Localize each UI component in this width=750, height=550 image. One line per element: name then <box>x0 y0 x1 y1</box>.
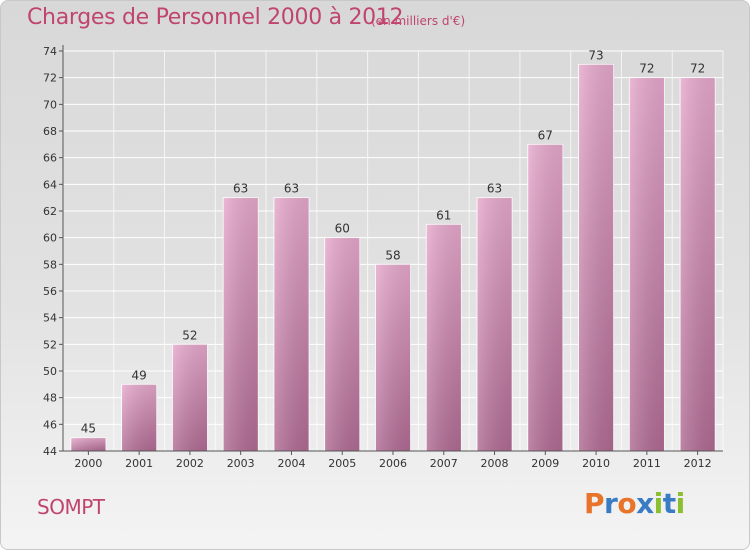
bars <box>70 63 716 452</box>
x-tick-label: 2005 <box>328 457 356 470</box>
logo-letter: r <box>604 487 618 520</box>
bar-value-label: 63 <box>233 182 248 196</box>
bar-shade <box>527 144 563 452</box>
bar-value-label: 72 <box>690 62 705 76</box>
logo-letter: x <box>636 487 654 520</box>
y-tick-label: 72 <box>43 72 57 85</box>
bar-shade <box>680 77 716 452</box>
bar-shade <box>477 197 513 451</box>
x-tick-label: 2003 <box>227 457 255 470</box>
x-tick-label: 2002 <box>176 457 204 470</box>
chart-title: Charges de Personnel 2000 à 2012 <box>27 5 404 30</box>
x-tick-label: 2007 <box>430 457 458 470</box>
y-tick-label: 50 <box>43 365 57 378</box>
y-tick-label: 74 <box>43 45 57 58</box>
x-tick-label: 2012 <box>684 457 712 470</box>
bar-value-label: 60 <box>335 222 350 236</box>
bar-value-label: 61 <box>436 208 451 222</box>
axes <box>59 45 723 455</box>
y-tick-label: 48 <box>43 392 57 405</box>
bar-shade <box>324 237 360 451</box>
x-tick-label: 2004 <box>277 457 305 470</box>
bar-value-label: 72 <box>639 62 654 76</box>
bar-shade <box>223 197 259 451</box>
y-tick-label: 52 <box>43 338 57 351</box>
x-tick-label: 2010 <box>582 457 610 470</box>
bar-value-label: 63 <box>487 182 502 196</box>
x-tick-label: 2000 <box>74 457 102 470</box>
logo-letter: i <box>653 487 664 520</box>
logo-letter: o <box>617 487 637 520</box>
y-tick-label: 46 <box>43 418 57 431</box>
bar-shade <box>70 437 106 451</box>
x-tick-label: 2008 <box>481 457 509 470</box>
bar-value-label: 58 <box>385 248 400 262</box>
bar-value-label: 63 <box>284 182 299 196</box>
y-tick-label: 60 <box>43 232 57 245</box>
x-tick-label: 2011 <box>633 457 661 470</box>
y-tick-label: 70 <box>43 98 57 111</box>
bar-value-label: 73 <box>588 48 603 62</box>
proxiti-logo: Proxiti <box>584 487 685 520</box>
bar-value-label: 52 <box>182 328 197 342</box>
logo-letter: t <box>662 487 676 520</box>
bar-shade <box>629 77 665 452</box>
bar-shade <box>273 197 309 451</box>
y-tick-label: 62 <box>43 205 57 218</box>
x-tick-label: 2001 <box>125 457 153 470</box>
bar-shade <box>578 64 614 452</box>
x-tick-label: 2006 <box>379 457 407 470</box>
y-tick-label: 44 <box>43 445 57 458</box>
bar-value-label: 49 <box>132 368 147 382</box>
bar-shade <box>172 344 208 451</box>
logo-letter: i <box>675 487 686 520</box>
y-tick-label: 64 <box>43 178 57 191</box>
labels: 44 46 48 50 52 54 56 58 60 62 64 66 68 70 72 74 45 2000 49… <box>43 45 712 470</box>
y-tick-label: 68 <box>43 125 57 138</box>
bar-shade <box>426 224 462 451</box>
bar-value-label: 45 <box>81 422 96 436</box>
chart-subtitle: (en milliers d'€) <box>371 14 466 28</box>
logo-letter: P <box>584 487 605 520</box>
x-tick-label: 2009 <box>531 457 559 470</box>
commune-name: SOMPT <box>37 495 105 519</box>
y-tick-label: 66 <box>43 152 57 165</box>
y-tick-label: 58 <box>43 258 57 271</box>
bar-shade <box>375 264 411 451</box>
bar-shade <box>121 384 157 451</box>
y-tick-label: 56 <box>43 285 57 298</box>
bar-value-label: 67 <box>538 128 553 142</box>
y-tick-label: 54 <box>43 312 57 325</box>
